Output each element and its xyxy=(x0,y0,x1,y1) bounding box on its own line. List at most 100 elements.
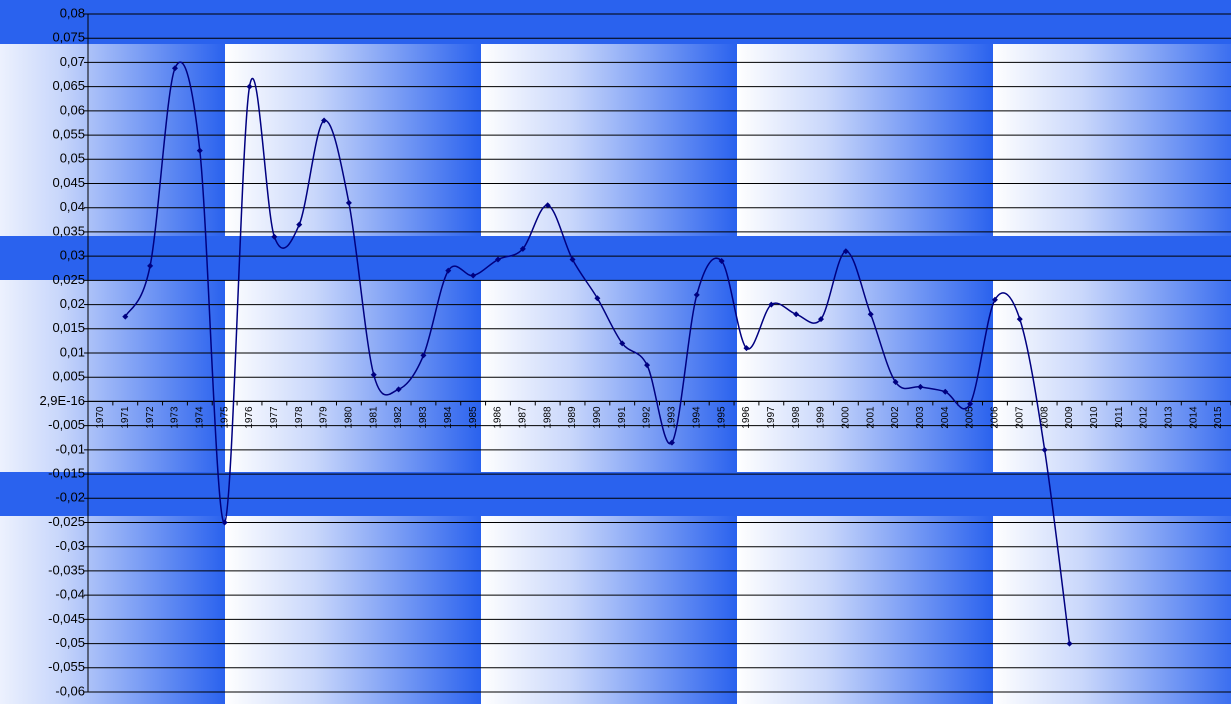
y-tick-label: -0,03 xyxy=(55,538,85,553)
y-tick-label: 0,065 xyxy=(52,78,85,93)
data-point xyxy=(470,272,477,279)
data-point xyxy=(395,386,402,393)
y-tick-label: 0,005 xyxy=(52,369,85,384)
x-tick-label: 2008 xyxy=(1039,406,1050,429)
data-point xyxy=(768,301,775,308)
data-point xyxy=(967,400,974,407)
x-tick-label: 2012 xyxy=(1139,406,1150,429)
y-tick-label: -0,035 xyxy=(48,562,85,577)
x-tick-label: 1995 xyxy=(716,406,727,429)
x-tick-label: 1978 xyxy=(294,406,305,429)
x-tick-label: 2010 xyxy=(1089,406,1100,429)
x-tick-label: 1973 xyxy=(170,406,181,429)
data-point xyxy=(445,267,452,274)
y-tick-label: 0,08 xyxy=(60,5,85,20)
data-point xyxy=(296,221,303,228)
y-tick-label: 0,055 xyxy=(52,127,85,142)
y-tick-label: 0,025 xyxy=(52,272,85,287)
data-point xyxy=(668,439,675,446)
y-tick-label: -0,025 xyxy=(48,514,85,529)
data-point xyxy=(1016,316,1023,323)
x-tick-label: 1971 xyxy=(120,406,131,429)
x-tick-label: 1998 xyxy=(791,406,802,429)
y-tick-label: 0,03 xyxy=(60,248,85,263)
data-point xyxy=(743,345,750,352)
data-point xyxy=(345,199,352,206)
data-point xyxy=(842,248,849,255)
y-tick-label: -0,04 xyxy=(55,587,85,602)
x-tick-label: 1970 xyxy=(95,406,106,429)
data-point xyxy=(793,311,800,318)
x-tick-label: 1987 xyxy=(517,406,528,429)
data-point xyxy=(1066,640,1073,647)
x-tick-label: 1977 xyxy=(269,406,280,429)
data-point xyxy=(494,256,501,263)
x-tick-label: 1984 xyxy=(443,406,454,429)
y-tick-label: -0,06 xyxy=(55,683,85,698)
y-tick-label: -0,055 xyxy=(48,659,85,674)
data-point xyxy=(594,295,601,302)
x-tick-label: 1989 xyxy=(567,406,578,429)
x-tick-label: 1986 xyxy=(493,406,504,429)
data-point xyxy=(569,256,576,263)
data-point xyxy=(693,291,700,298)
y-tick-label: -0,02 xyxy=(55,490,85,505)
x-tick-label: 1994 xyxy=(691,406,702,429)
data-point xyxy=(519,245,526,252)
x-tick-label: 1992 xyxy=(642,406,653,429)
y-tick-label: -0,005 xyxy=(48,417,85,432)
y-tick-label: 0,075 xyxy=(52,30,85,45)
data-point xyxy=(1041,446,1048,453)
y-tick-label: 0,02 xyxy=(60,296,85,311)
x-tick-label: 1997 xyxy=(766,406,777,429)
y-tick-label: 0,035 xyxy=(52,223,85,238)
x-tick-label: 1996 xyxy=(741,406,752,429)
y-tick-label: 0,07 xyxy=(60,54,85,69)
data-point xyxy=(321,117,328,124)
data-point xyxy=(246,83,253,90)
y-tick-label: 2,9E-16 xyxy=(39,393,85,408)
x-tick-label: 1979 xyxy=(319,406,330,429)
y-tick-label: 0,01 xyxy=(60,344,85,359)
x-tick-label: 2009 xyxy=(1064,406,1075,429)
x-tick-label: 2000 xyxy=(840,406,851,429)
data-point xyxy=(196,147,203,154)
data-point xyxy=(818,316,825,323)
data-point xyxy=(619,340,626,347)
data-point xyxy=(942,388,949,395)
y-tick-label: -0,045 xyxy=(48,611,85,626)
x-tick-label: 2006 xyxy=(990,406,1001,429)
data-point xyxy=(867,311,874,318)
x-tick-label: 2005 xyxy=(965,406,976,429)
x-tick-label: 1985 xyxy=(468,406,479,429)
data-point xyxy=(718,257,725,264)
x-tick-label: 1990 xyxy=(592,406,603,429)
x-tick-label: 2015 xyxy=(1213,406,1224,429)
y-tick-label: 0,015 xyxy=(52,320,85,335)
x-tick-label: 2004 xyxy=(940,406,951,429)
x-tick-label: 1991 xyxy=(617,406,628,429)
y-tick-label: -0,05 xyxy=(55,635,85,650)
x-tick-label: 2011 xyxy=(1114,406,1125,428)
x-tick-label: 1988 xyxy=(542,406,553,429)
data-point xyxy=(221,519,228,526)
data-point xyxy=(122,313,129,320)
data-point xyxy=(917,383,924,390)
data-point xyxy=(147,262,154,269)
x-tick-label: 1980 xyxy=(344,406,355,429)
y-tick-label: 0,045 xyxy=(52,175,85,190)
x-tick-label: 1983 xyxy=(418,406,429,429)
y-tick-label: 0,05 xyxy=(60,151,85,166)
x-tick-label: 1999 xyxy=(816,406,827,429)
data-point xyxy=(370,371,377,378)
x-tick-label: 2007 xyxy=(1014,406,1025,429)
x-tick-label: 2014 xyxy=(1188,406,1199,429)
data-point xyxy=(171,65,178,72)
x-tick-label: 2013 xyxy=(1164,406,1175,429)
data-point xyxy=(892,379,899,386)
x-tick-label: 1972 xyxy=(145,406,156,429)
y-tick-label: -0,01 xyxy=(55,441,85,456)
y-tick-label: 0,06 xyxy=(60,102,85,117)
